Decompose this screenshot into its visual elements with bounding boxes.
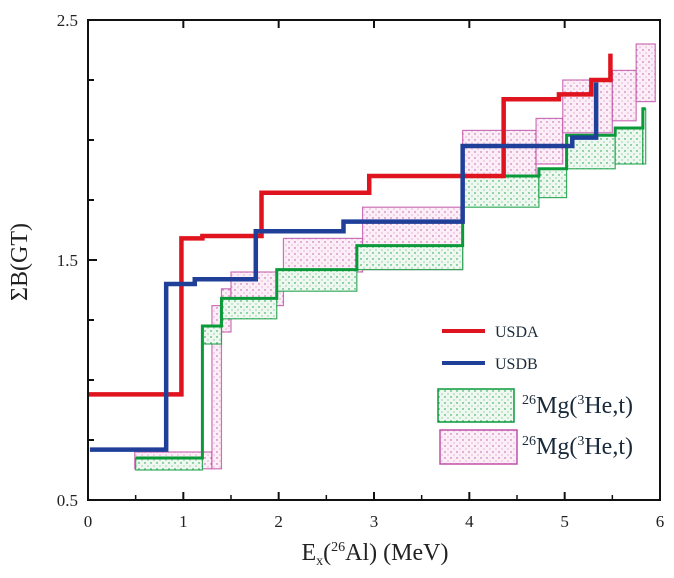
legend-swatch-magenta-band [439,429,518,465]
band-green-bin [565,134,616,170]
x-tick-label: 5 [560,512,569,531]
band-green-bin [276,269,358,292]
legend-label-usda: USDA [495,324,539,341]
band-magenta-bin [635,43,656,103]
x-tick-label: 1 [179,512,188,531]
series-line-usda [88,53,613,397]
band-magenta-bin [611,69,637,122]
ticks: 0 1 2 3 4 5 6 0.5 1.5 2.5 [57,11,665,531]
x-tick-label: 3 [370,512,379,531]
y-axis-title: ΣB(GT) [7,223,33,301]
band-green-bin [201,325,223,345]
y-tick-label: 0.5 [57,491,78,510]
y-tick-label: 2.5 [57,11,78,30]
x-tick-label: 4 [465,512,474,531]
legend-label-usdb: USDB [495,356,538,373]
band-magenta-bin [211,305,223,470]
lines [88,53,613,452]
legend: USDA USDB 26Mg(3He,t) 26Mg(3He,t) [437,324,633,465]
legend-label-green-band: 26Mg(3He,t) [522,393,633,419]
band-green-bin [462,175,540,208]
band-magenta-bin [562,79,613,134]
x-axis-title: Ex(26Al) (MeV) [302,540,449,569]
y-tick-label: 1.5 [57,251,78,270]
band-green-bin [135,457,204,471]
x-tick-label: 2 [274,512,283,531]
legend-label-magenta-band: 26Mg(3He,t) [522,434,633,460]
legend-swatch-green-band [437,388,515,423]
bands [134,43,656,471]
band-magenta-bin [462,129,537,177]
band-green-bin [538,168,568,199]
band-green-bin [220,297,278,320]
band-green-bin [614,127,644,165]
band-magenta-bin [282,237,364,273]
x-tick-label: 0 [84,512,93,531]
series-line-usdb [89,82,599,452]
band-green-bin [356,245,464,271]
band-magenta-bin [535,117,564,165]
x-tick-label: 6 [656,512,665,531]
